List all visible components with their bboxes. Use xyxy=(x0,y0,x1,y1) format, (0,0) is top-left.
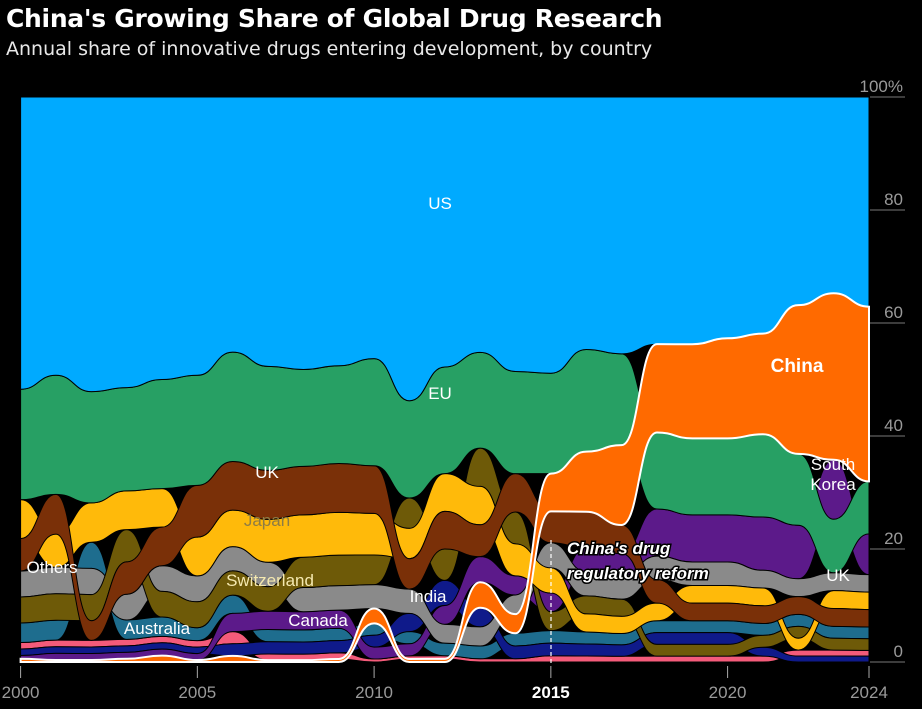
label-uk: UK xyxy=(255,463,279,482)
y-tick-label: 20 xyxy=(884,529,903,548)
chart-title: China's Growing Share of Global Drug Res… xyxy=(6,4,663,33)
x-tick-label: 2000 xyxy=(2,683,40,702)
label-others: Others xyxy=(26,558,77,577)
x-axis: 2000 2005 2010 2015 2020 2024 xyxy=(2,666,888,702)
annotation-line1: China's drug xyxy=(567,539,671,558)
area-bands xyxy=(19,96,870,663)
label-switzerland: Switzerland xyxy=(226,571,314,590)
x-tick-label: 2020 xyxy=(709,683,747,702)
chart-subtitle: Annual share of innovative drugs enterin… xyxy=(6,38,653,60)
label-japan: Japan xyxy=(244,511,290,530)
label-canada: Canada xyxy=(288,611,348,630)
y-tick-label: 40 xyxy=(884,416,903,435)
label-south-korea-2: Korea xyxy=(810,475,856,494)
label-south-korea-1: South xyxy=(811,455,855,474)
label-china: China xyxy=(771,356,824,377)
y-tick-label: 0 xyxy=(894,642,903,661)
area-china xyxy=(19,292,870,663)
label-australia: Australia xyxy=(124,619,191,638)
x-tick-label: 2005 xyxy=(178,683,216,702)
y-tick-label: 60 xyxy=(884,303,903,322)
x-tick-label: 2024 xyxy=(850,683,888,702)
y-axis: 0 20 40 60 80 100% xyxy=(860,77,905,663)
label-us: US xyxy=(428,194,452,213)
y-tick-label: 100% xyxy=(860,77,903,96)
area-india xyxy=(20,579,870,663)
label-eu: EU xyxy=(428,384,452,403)
x-tick-label: 2010 xyxy=(355,683,393,702)
label-india: India xyxy=(410,587,447,606)
y-tick-label: 80 xyxy=(884,190,903,209)
annotation-line2: regulatory reform xyxy=(567,564,709,583)
label-uk-2024: UK xyxy=(826,566,850,585)
x-tick-label: 2015 xyxy=(532,683,570,702)
